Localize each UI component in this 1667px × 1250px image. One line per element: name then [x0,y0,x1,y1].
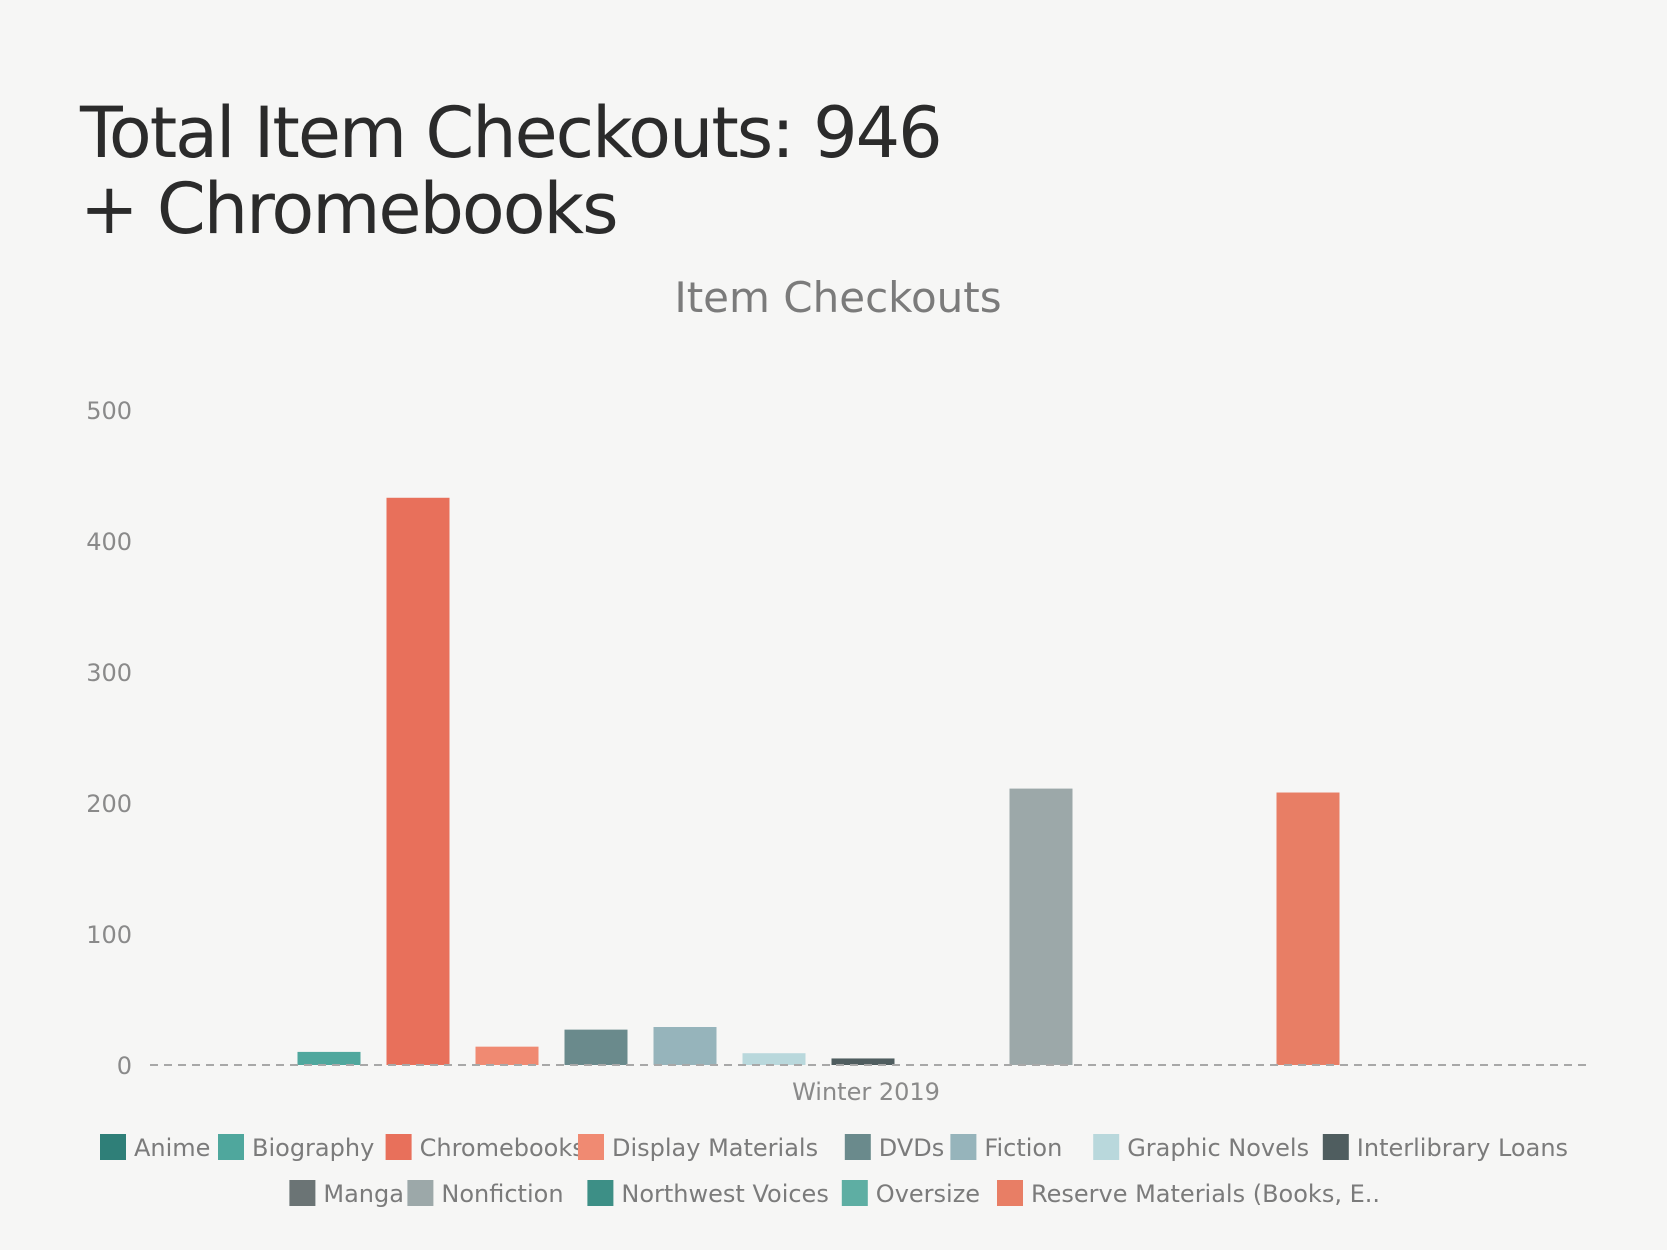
legend-swatch [578,1134,604,1160]
legend-swatch [289,1180,316,1206]
legend-swatch [841,1180,868,1206]
legend-item-dvds: DVDs [844,1134,944,1162]
bar-graphic-novels [742,1053,806,1065]
legend-item-oversize: Oversize [841,1180,980,1208]
legend-item-interlibrary-loans: Interlibrary Loans [1322,1134,1568,1162]
legend-swatch [997,1180,1023,1206]
bar-nonfiction [1009,788,1073,1065]
legend-label: Graphic Novels [1127,1134,1309,1162]
legend-swatch [100,1134,126,1160]
slide-title-line-2: + Chromebooks [80,168,619,250]
legend-label: Display Materials [612,1134,818,1162]
bar-biography [297,1051,361,1065]
legend-swatch [587,1180,614,1206]
legend-item-chromebooks: Chromebooks [385,1134,585,1162]
legend-label: Anime [134,1134,210,1162]
legend-swatch [1322,1134,1349,1160]
legend-label: Northwest Voices [621,1180,828,1208]
bars [297,497,1340,1065]
legend-swatch [844,1134,871,1160]
legend-label: Chromebooks [420,1134,585,1162]
legend-label: Reserve Materials (Books, E.. [1031,1180,1380,1208]
legend-item-northwest-voices: Northwest Voices [587,1180,829,1208]
legend: Anime Biography Chromebooks Display Materia… [100,1134,1568,1208]
legend-label: DVDs [879,1134,944,1162]
legend-item-nonfiction: Nonfiction [407,1180,564,1208]
legend-swatch [950,1134,977,1160]
legend-item-fiction: Fiction [950,1134,1062,1162]
bar-interlibrary-loans [831,1058,895,1065]
y-tick-label: 300 [86,659,132,687]
legend-swatch [385,1134,412,1160]
y-tick-label: 400 [86,528,132,556]
legend-swatch [218,1134,244,1160]
legend-item-manga: Manga [289,1180,404,1208]
bar-chromebooks [386,497,450,1065]
bar-fiction [653,1027,717,1065]
y-tick-label: 200 [86,790,132,818]
y-tick-label: 100 [86,921,132,949]
legend-label: Manga [323,1180,404,1208]
legend-label: Nonfiction [441,1180,563,1208]
legend-item-graphic-novels: Graphic Novels [1093,1134,1309,1162]
legend-item-reserve-materials-books-e: Reserve Materials (Books, E.. [997,1180,1380,1208]
category-label: Winter 2019 [792,1078,940,1106]
slide-title-line-1: Total Item Checkouts: 946 [80,92,943,174]
legend-label: Interlibrary Loans [1357,1134,1568,1162]
chart-title: Item Checkouts [674,273,1001,322]
bar-display-materials [475,1046,539,1065]
legend-item-anime: Anime [100,1134,210,1162]
legend-item-display-materials: Display Materials [578,1134,818,1162]
bar-dvds [564,1029,628,1065]
slide-title: Total Item Checkouts: 946 + Chromebooks [80,92,943,250]
legend-label: Fiction [984,1134,1062,1162]
y-tick-label: 500 [86,397,132,425]
legend-swatch [407,1180,434,1206]
y-tick-label: 0 [117,1052,132,1080]
legend-swatch [1093,1134,1120,1160]
bar-reserve-materials-books-e [1276,792,1340,1065]
legend-label: Biography [252,1134,374,1162]
legend-label: Oversize [876,1180,980,1208]
legend-item-biography: Biography [218,1134,374,1162]
y-axis: 0 100 200 300 400 500 [86,397,132,1080]
